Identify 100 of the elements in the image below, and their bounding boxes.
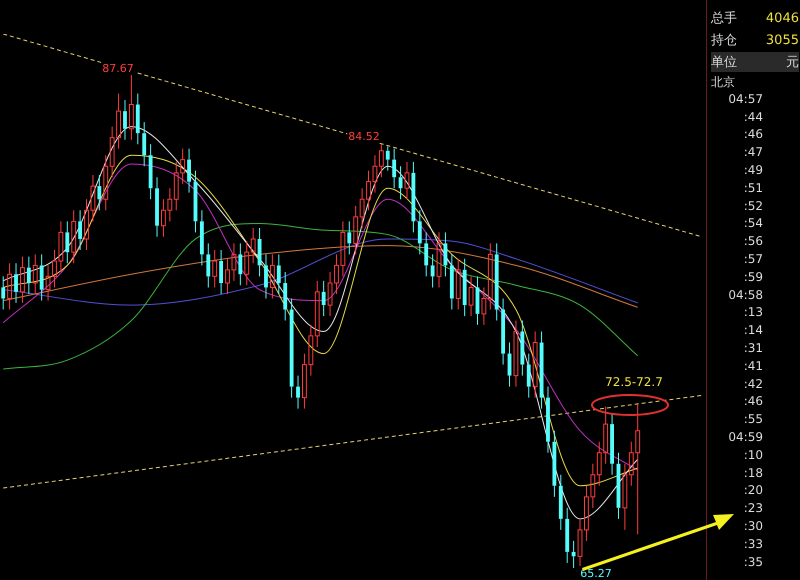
candlestick [200,210,204,266]
candlestick [276,254,281,295]
candlestick [71,210,76,264]
text: :57 [742,252,763,266]
candlestick [494,242,499,322]
candlestick [296,375,300,410]
candlestick [270,254,275,299]
text: 单位 [711,54,737,71]
candlestick [610,412,614,476]
candlestick [1,276,6,310]
candlestick [187,148,191,194]
text: :10 [742,448,763,462]
text: 04:58 [727,288,763,302]
text: :23 [742,501,763,516]
text: 总手 [711,10,737,27]
text: :31 [742,341,763,355]
text: :55 [742,412,763,426]
candlestick [532,331,538,398]
candlestick [14,262,18,304]
candlestick [411,161,416,233]
candlestick [212,249,218,288]
text: :46 [742,394,763,408]
text: :41 [742,358,763,373]
text: :54 [742,216,763,230]
text: :13 [742,305,763,320]
candlestick [155,176,159,238]
annotation: 87.67 [102,62,134,75]
candlestick [424,232,428,277]
candlestick [206,242,210,288]
candlestick [238,242,242,286]
candlestick [526,353,531,398]
candlestick [290,298,294,398]
text: :46 [742,127,763,142]
candlestick [20,256,25,304]
candlestick [404,161,410,200]
candlestick [136,93,140,145]
candlestick [616,452,620,520]
text: :59 [742,270,763,284]
annotation: 65.27 [580,567,612,580]
text: :20 [742,483,763,498]
candlestick [501,298,506,366]
candlestick [635,404,640,535]
candlestick [450,254,454,310]
candlestick [322,280,326,317]
candlestick [258,227,262,277]
text: 元 [786,54,799,71]
text: :47 [742,145,763,160]
candlestick [264,254,268,299]
candlestick [540,331,544,410]
text: :52 [742,198,763,213]
text: 持仓 [711,32,737,49]
text: :44 [742,110,763,124]
candlestick [65,220,70,264]
candlestick [468,276,474,317]
text: :18 [742,466,763,480]
candlestick [392,148,396,189]
candlestick [32,254,38,295]
candlestick [444,232,448,277]
candlestick [546,386,550,454]
annotation: 72.5-72.7 [605,375,663,389]
text: :30 [742,519,763,533]
candlestick [128,74,134,140]
candlestick [7,262,12,310]
text: 4046 [766,10,799,26]
candlestick [508,342,512,388]
text: 北京 [711,74,736,91]
candlestick [194,170,198,233]
candlestick [418,210,422,255]
candlestick [520,320,524,376]
candlestick [565,507,570,564]
candlestick [462,258,467,317]
candlestick [219,249,224,295]
text: :51 [742,180,763,195]
text: 04:57 [727,92,763,106]
text: :49 [742,163,763,177]
candlestick [398,166,402,200]
text: :42 [742,376,763,391]
candlestick [123,100,127,140]
candlestick [26,256,31,295]
candlestick [148,144,153,200]
text: :35 [742,554,763,569]
candlestick [347,220,352,255]
text: :33 [742,536,763,551]
text: 04:59 [727,430,763,444]
candlestick [436,232,442,288]
annotation: 84.52 [348,130,380,143]
candlestick [456,258,461,310]
text: :14 [742,323,763,338]
candlestick [40,254,44,302]
text: :56 [742,234,763,248]
candlestick [430,254,435,288]
candlestick [558,474,563,530]
candlestick [572,540,576,568]
candlestick [142,122,146,167]
text: 3055 [766,32,799,48]
candlestick [552,430,556,498]
candlestick [97,174,102,211]
candlestick [514,320,518,388]
candlestick [283,272,288,322]
candlestick [78,210,82,250]
